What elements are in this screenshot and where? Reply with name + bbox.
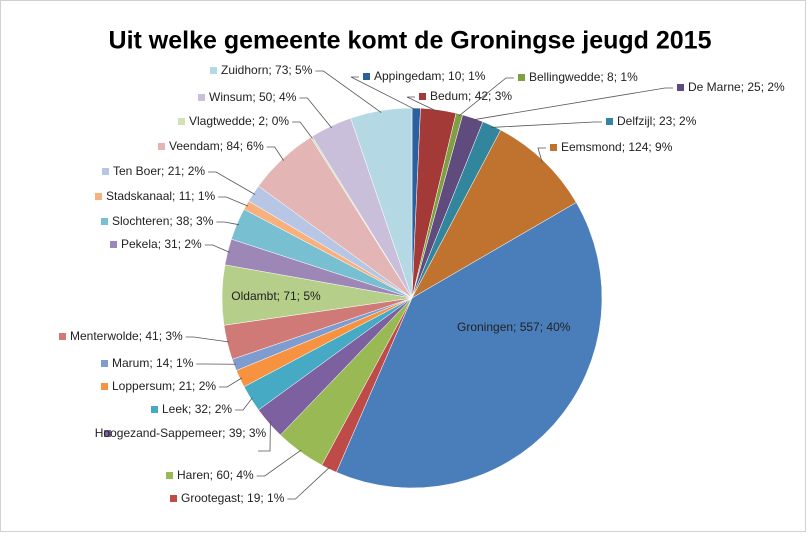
legend-key — [95, 193, 102, 200]
legend-key — [166, 472, 173, 479]
legend-key — [101, 218, 108, 225]
slice-label: Appingedam; 10; 1% — [374, 69, 486, 83]
chart-title: Uit welke gemeente komt de Groningse jeu… — [109, 27, 712, 55]
legend-key — [178, 118, 185, 125]
slice-label: Leek; 32; 2% — [162, 402, 232, 416]
legend-key — [419, 93, 426, 100]
legend-key — [59, 333, 66, 340]
slice-label: De Marne; 25; 2% — [688, 80, 785, 94]
slice-label: Grootegast; 19; 1% — [181, 491, 285, 505]
legend-key — [170, 495, 177, 502]
slice-label: Ten Boer; 21; 2% — [113, 164, 205, 178]
legend-key — [151, 406, 158, 413]
legend-key — [677, 84, 684, 91]
slice-label: Eemsmond; 124; 9% — [561, 140, 673, 154]
slice-label: Zuidhorn; 73; 5% — [221, 63, 313, 77]
slice-label: Menterwolde; 41; 3% — [70, 329, 183, 343]
legend-key — [158, 143, 165, 150]
legend-key — [363, 73, 370, 80]
slice-label: Bellingwedde; 8; 1% — [529, 70, 638, 84]
slice-label: Stadskanaal; 11; 1% — [106, 189, 216, 203]
legend-key — [101, 360, 108, 367]
slice-label: Vlagtwedde; 2; 0% — [189, 114, 289, 128]
legend-key — [550, 144, 557, 151]
slice-label: Groningen; 557; 40% — [457, 320, 571, 334]
legend-key — [102, 168, 109, 175]
slice-label: Winsum; 50; 4% — [209, 90, 297, 104]
slice-label: Marum; 14; 1% — [112, 356, 194, 370]
legend-key — [110, 241, 117, 248]
legend-key — [606, 118, 613, 125]
legend-key — [101, 383, 108, 390]
legend-key — [518, 74, 525, 81]
slice-label: Bedum; 42; 3% — [430, 89, 512, 103]
legend-key — [210, 67, 217, 74]
slice-label-box: Hoogezand-Sappemeer; 39; 3% — [88, 425, 273, 465]
legend-key — [198, 94, 205, 101]
slice-label: Oldambt; 71; 5% — [231, 289, 321, 303]
slice-label: Slochteren; 38; 3% — [112, 214, 214, 228]
slice-label: Pekela; 31; 2% — [121, 237, 202, 251]
slice-label: Loppersum; 21; 2% — [112, 379, 216, 393]
slice-label: Veendam; 84; 6% — [169, 139, 264, 153]
slice-label: Delfzijl; 23; 2% — [617, 114, 697, 128]
slice-label: Hoogezand-Sappemeer; 39; 3% — [88, 425, 273, 442]
slice-label: Haren; 60; 4% — [177, 468, 254, 482]
